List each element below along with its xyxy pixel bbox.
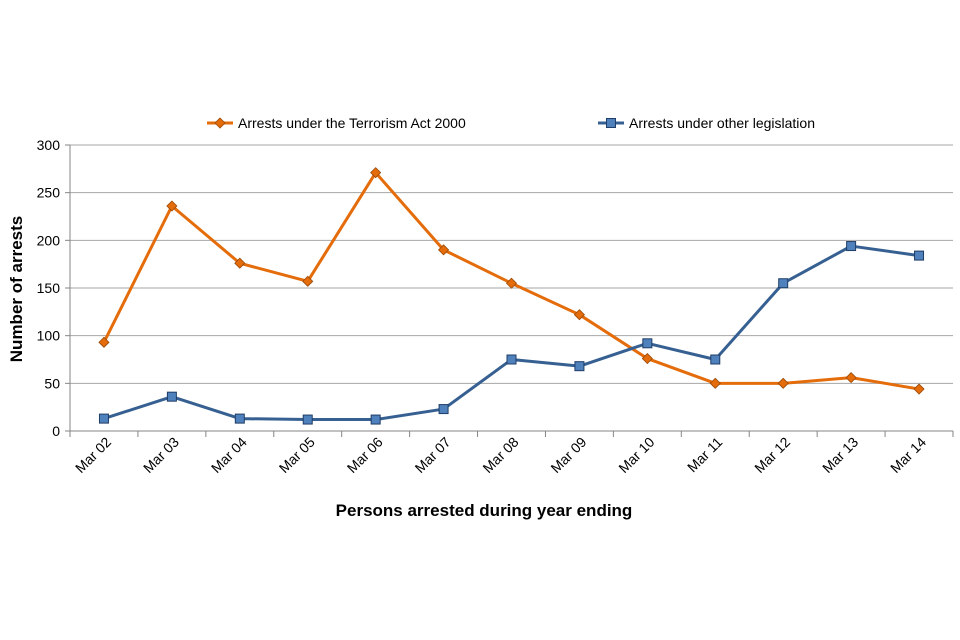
legend-label: Arrests under the Terrorism Act 2000 bbox=[238, 115, 466, 131]
y-tick-label: 200 bbox=[37, 232, 61, 248]
tick-labels: 0 50 100 150 200 250 300 Mar 02 Mar 03 Mar 04 Mar … bbox=[37, 137, 930, 476]
diamond-point bbox=[505, 277, 518, 289]
y-tick-label: 50 bbox=[44, 375, 60, 391]
square-point bbox=[166, 391, 177, 402]
diamond-point bbox=[641, 352, 653, 365]
square-point bbox=[574, 361, 585, 372]
square-point bbox=[914, 250, 925, 261]
diamond-point bbox=[438, 244, 450, 256]
x-tick-label: Mar 12 bbox=[751, 434, 793, 476]
square-point bbox=[98, 413, 109, 424]
x-tick-label: Mar 02 bbox=[72, 434, 114, 476]
legend-item-1: Arrests under the Terrorism Act 2000 bbox=[207, 115, 466, 131]
x-tick-label: Mar 04 bbox=[208, 434, 250, 476]
y-tick-label: 250 bbox=[37, 185, 61, 201]
series-2 bbox=[98, 241, 925, 425]
diamond-point bbox=[98, 336, 110, 348]
legend-item-2: Arrests under other legislation bbox=[598, 115, 815, 131]
diamond-point bbox=[234, 257, 246, 269]
diamond-point bbox=[302, 275, 314, 287]
x-tick-label: Mar 05 bbox=[276, 434, 318, 476]
x-tick-label: Mar 03 bbox=[140, 434, 182, 476]
x-tick-label: Mar 13 bbox=[819, 434, 861, 476]
y-axis-title: Number of arrests bbox=[7, 216, 26, 362]
square-point bbox=[438, 404, 449, 415]
x-tick-label: Mar 09 bbox=[547, 434, 589, 476]
square-point bbox=[370, 414, 381, 425]
square-point bbox=[506, 354, 517, 365]
square-point bbox=[710, 354, 721, 365]
square-point bbox=[642, 338, 653, 349]
x-tick-label: Mar 11 bbox=[684, 434, 726, 476]
square-point bbox=[234, 413, 245, 424]
series-line bbox=[102, 244, 921, 422]
x-tick-label: Mar 14 bbox=[887, 434, 929, 476]
y-tick-label: 150 bbox=[37, 280, 61, 296]
legend-label: Arrests under other legislation bbox=[629, 115, 815, 131]
diamond-point bbox=[913, 383, 925, 395]
legend: Arrests under the Terrorism Act 2000 Arre… bbox=[207, 115, 815, 131]
diamond-point bbox=[709, 377, 721, 389]
diamond-point bbox=[370, 167, 382, 179]
diamond-point bbox=[573, 309, 585, 321]
diamond-point bbox=[845, 372, 857, 384]
series bbox=[98, 167, 925, 425]
square-point bbox=[778, 278, 789, 289]
x-tick-label: Mar 10 bbox=[615, 434, 657, 476]
diamond-point bbox=[166, 200, 178, 212]
legend-diamond-icon bbox=[214, 117, 226, 129]
square-point bbox=[846, 241, 857, 252]
series-1 bbox=[98, 167, 925, 395]
y-tick-label: 0 bbox=[52, 423, 60, 439]
x-axis-title: Persons arrested during year ending bbox=[336, 501, 633, 520]
y-tick-label: 100 bbox=[37, 328, 61, 344]
x-tick-label: Mar 08 bbox=[479, 434, 521, 476]
legend-square-icon bbox=[606, 118, 616, 128]
x-tick-label: Mar 06 bbox=[344, 434, 386, 476]
diamond-point bbox=[777, 377, 789, 389]
square-point bbox=[302, 414, 313, 425]
y-tick-label: 300 bbox=[37, 137, 61, 153]
axes bbox=[65, 144, 954, 437]
x-tick-label: Mar 07 bbox=[412, 434, 454, 476]
